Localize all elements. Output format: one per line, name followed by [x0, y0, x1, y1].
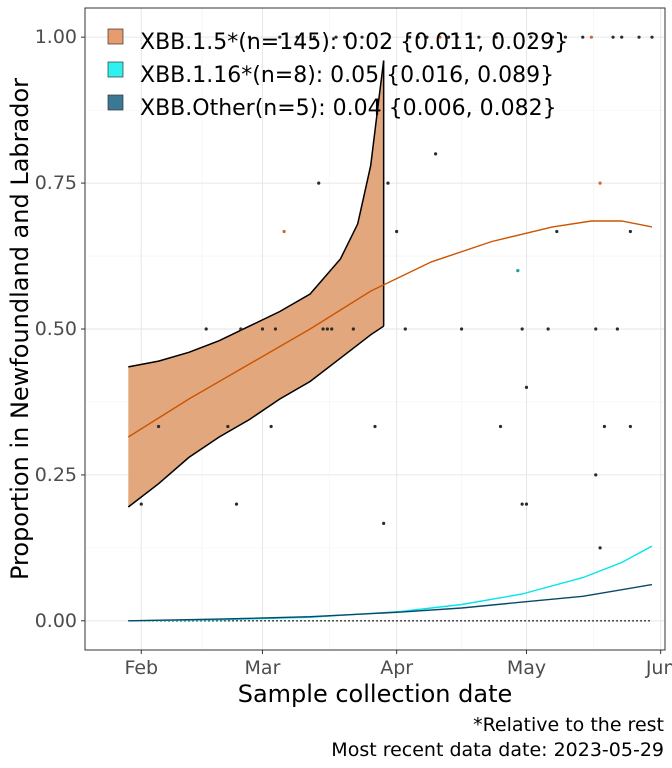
data-point: [351, 327, 355, 331]
data-point: [602, 424, 607, 429]
caption-relative: *Relative to the rest: [473, 714, 664, 736]
lines-layer: [127, 220, 653, 622]
data-point: [529, 35, 533, 39]
data-point: [343, 35, 347, 39]
data-point: [282, 229, 286, 234]
caption-recent-date: Most recent data date: 2023-05-29: [331, 739, 664, 761]
data-point: [589, 35, 594, 39]
data-point: [620, 35, 624, 39]
data-point: [239, 327, 243, 331]
legend-label: XBB.1.16*(n=8): 0.05 {0.016, 0.089}: [140, 63, 554, 88]
data-point: [382, 521, 386, 525]
x-tick-label: Apr: [380, 657, 413, 679]
data-point: [498, 424, 503, 429]
data-point: [269, 424, 273, 429]
x-tick-label: May: [507, 657, 546, 679]
data-point: [611, 35, 615, 39]
data-point: [395, 229, 399, 234]
x-axis-ticks: Feb Mar Apr May Jun: [124, 650, 672, 679]
data-point: [247, 35, 252, 39]
data-point: [260, 327, 265, 331]
data-point: [615, 327, 619, 331]
data-point: [386, 181, 390, 185]
data-point: [628, 229, 632, 234]
data-point: [598, 181, 602, 185]
data-point: [312, 35, 317, 39]
data-point: [360, 35, 364, 39]
data-point: [156, 424, 161, 429]
legend: XBB.1.5*(n=145): 0.02 {0.011, 0.029} XBB.…: [107, 28, 568, 121]
data-point: [581, 35, 585, 39]
y-axis-title: Proportion in Newfoundland and Labrador: [6, 78, 34, 580]
data-point: [408, 35, 412, 39]
data-point: [637, 35, 641, 39]
data-point: [459, 327, 464, 331]
data-point: [273, 327, 278, 331]
legend-swatch: [107, 61, 124, 78]
data-point: [455, 35, 459, 39]
data-point: [433, 152, 438, 156]
data-point: [403, 327, 407, 331]
y-tick-label: 0.50: [35, 318, 77, 340]
data-point: [520, 502, 524, 506]
x-tick-label: Mar: [245, 657, 281, 679]
band-lower-edge: [127, 325, 385, 508]
data-point: [516, 269, 520, 273]
data-point: [520, 327, 524, 331]
data-point: [446, 35, 451, 39]
data-point: [598, 546, 602, 550]
y-tick-label: 0.25: [35, 464, 77, 486]
data-point: [555, 229, 559, 234]
data-point: [321, 327, 325, 331]
data-point: [563, 35, 568, 39]
data-point: [325, 327, 329, 331]
legend-swatch: [107, 94, 124, 111]
data-point: [494, 35, 498, 39]
data-point: [425, 35, 429, 39]
confidence-band: [128, 60, 384, 507]
data-point: [524, 502, 529, 506]
data-point: [438, 35, 442, 39]
data-point: [330, 327, 334, 331]
y-tick-label: 1.00: [35, 26, 77, 48]
ribbon-layer: [127, 60, 385, 508]
data-point: [468, 35, 472, 39]
data-point: [550, 35, 555, 39]
data-point: [594, 473, 598, 477]
legend-label: XBB.1.5*(n=145): 0.02 {0.011, 0.029}: [140, 30, 568, 55]
data-point: [373, 424, 377, 429]
data-point: [278, 35, 282, 39]
data-point: [477, 35, 481, 39]
data-point: [334, 35, 338, 39]
x-tick-label: Jun: [645, 657, 672, 679]
data-point: [416, 35, 420, 39]
legend-label: XBB.Other(n=5): 0.04 {0.006, 0.082}: [140, 96, 557, 121]
data-point: [594, 327, 598, 331]
data-point: [650, 35, 654, 39]
data-point: [546, 327, 550, 331]
data-point: [234, 502, 239, 506]
data-point: [524, 385, 529, 389]
series-line: [128, 583, 653, 622]
x-axis-title: Sample collection date: [238, 680, 513, 708]
y-axis-ticks: 0.00 0.25 0.50 0.75 1.00: [35, 26, 85, 632]
data-point: [139, 502, 143, 506]
points-layer: [139, 35, 654, 550]
data-point: [295, 35, 299, 39]
series-line: [127, 220, 653, 438]
legend-swatch: [107, 28, 124, 45]
data-point: [226, 424, 230, 429]
x-tick-label: Feb: [124, 657, 158, 679]
data-point: [628, 424, 632, 429]
y-tick-label: 0.75: [35, 172, 77, 194]
data-point: [204, 327, 208, 331]
y-tick-label: 0.00: [35, 610, 77, 632]
band-upper-edge: [128, 60, 385, 368]
data-point: [317, 181, 321, 185]
